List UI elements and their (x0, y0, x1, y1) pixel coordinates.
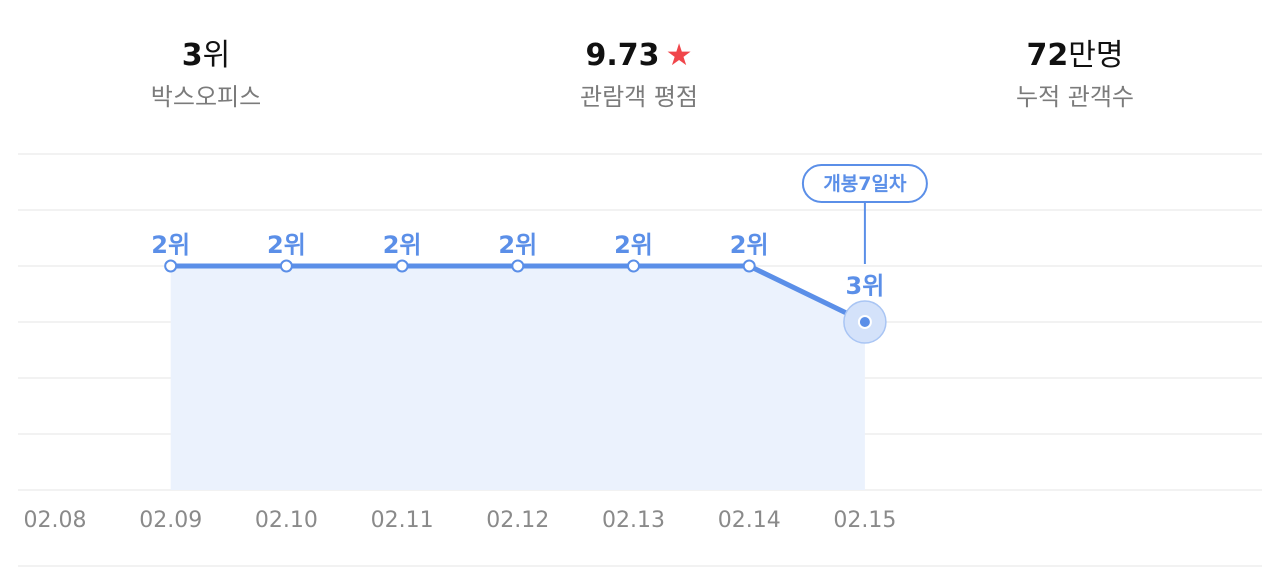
box-office-rank-label: 박스오피스 (150, 83, 262, 111)
annotation-badge (801, 164, 928, 203)
box-office-rank-stat: 3위 박스오피스 (56, 36, 356, 113)
audience-rating-value: 9.73 ★ (585, 38, 693, 73)
x-tick-label: 02.10 (255, 508, 318, 533)
data-point (279, 259, 293, 273)
data-label: 3위 (846, 272, 885, 300)
cumulative-audience-label: 누적 관객수 (1015, 83, 1135, 111)
x-tick-label: 02.13 (602, 508, 665, 533)
cumulative-audience-value: 72만명 (1026, 38, 1124, 73)
data-label: 2위 (614, 231, 653, 259)
x-tick-label: 02.12 (486, 508, 549, 533)
data-point (395, 259, 409, 273)
data-label: 2위 (498, 231, 537, 259)
box-office-rank-value: 3위 (181, 38, 231, 73)
annotation-label: 개봉7일차 (823, 173, 907, 195)
data-label: 2위 (151, 231, 190, 259)
audience-rating-stat: 9.73 ★ 관람객 평점 (489, 36, 789, 113)
cumulative-audience-stat: 72만명 누적 관객수 (925, 36, 1225, 113)
data-point (742, 259, 756, 273)
x-tick-label: 02.14 (718, 508, 781, 533)
data-point (164, 259, 178, 273)
current-data-point (857, 315, 872, 329)
data-label: 2위 (730, 231, 769, 259)
series-area (170, 266, 865, 490)
audience-rating-label: 관람객 평점 (579, 83, 699, 111)
data-point (511, 259, 525, 273)
summary-stats: 3위 박스오피스 9.73 ★ 관람객 평점 72만명 누적 관객수 (0, 0, 1268, 140)
x-tick-label: 02.08 (24, 508, 87, 533)
x-tick-label: 02.11 (371, 508, 434, 533)
data-label: 2위 (383, 231, 422, 259)
data-point (627, 259, 640, 273)
x-tick-label: 02.15 (833, 508, 896, 533)
x-tick-label: 02.09 (139, 508, 202, 533)
star-icon: ★ (665, 38, 693, 73)
data-label: 2위 (267, 231, 306, 259)
